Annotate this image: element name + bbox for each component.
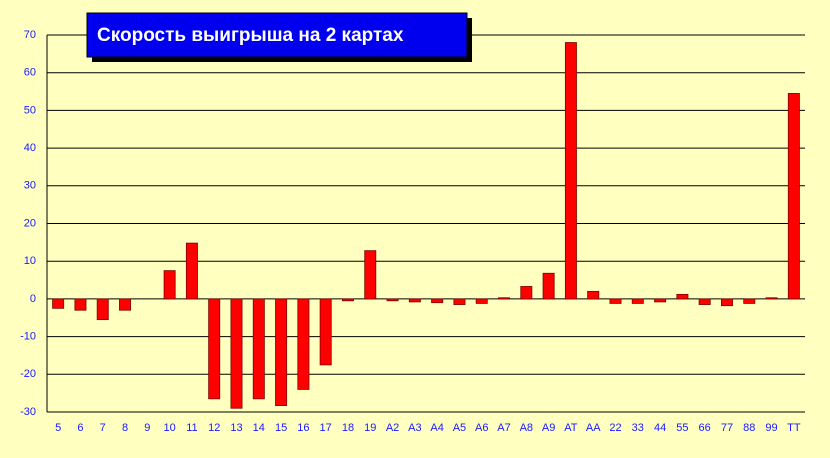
y-tick-label: -10 — [20, 331, 36, 343]
x-tick-label: 6 — [77, 422, 83, 434]
x-tick-label: 77 — [721, 422, 733, 434]
x-tick-label: 66 — [699, 422, 711, 434]
bar — [185, 242, 198, 300]
x-tick-label: A6 — [475, 422, 488, 434]
x-tick-label: 12 — [208, 422, 220, 434]
x-tick-label: A2 — [386, 422, 399, 434]
y-tick-label: 30 — [24, 180, 36, 192]
bar — [698, 298, 711, 305]
bar — [498, 297, 511, 300]
x-tick-label: AT — [564, 422, 578, 434]
x-tick-label: 14 — [253, 422, 265, 434]
x-tick-label: A5 — [453, 422, 466, 434]
y-tick-label: 10 — [24, 255, 36, 267]
bar — [743, 298, 756, 304]
bar — [297, 298, 310, 390]
x-tick-label: 22 — [609, 422, 621, 434]
bar — [208, 298, 221, 400]
bar — [787, 93, 800, 300]
bar — [609, 298, 622, 304]
bar — [275, 298, 288, 406]
y-tick-label: 40 — [24, 142, 36, 154]
bar — [765, 297, 778, 300]
title-box — [86, 12, 468, 58]
bar — [676, 293, 689, 300]
bar — [119, 298, 132, 311]
bar — [631, 298, 644, 304]
x-tick-label: 15 — [275, 422, 287, 434]
bar — [587, 290, 600, 300]
bar — [386, 298, 399, 302]
x-tick-label: 18 — [342, 422, 354, 434]
y-tick-label: 60 — [24, 67, 36, 79]
bar — [564, 42, 577, 300]
bar — [252, 298, 265, 400]
y-tick-label: 20 — [24, 217, 36, 229]
bar — [341, 298, 354, 302]
y-tick-label: 50 — [24, 104, 36, 116]
y-tick-label: 0 — [30, 293, 36, 305]
x-tick-label: 55 — [676, 422, 688, 434]
bar — [720, 298, 733, 307]
bar — [52, 298, 65, 309]
x-tick-label: 13 — [230, 422, 242, 434]
x-tick-label: 9 — [144, 422, 150, 434]
x-tick-label: TT — [787, 422, 801, 434]
bar — [230, 298, 243, 409]
x-tick-label: 16 — [297, 422, 309, 434]
x-tick-label: A9 — [542, 422, 555, 434]
x-tick-label: 17 — [320, 422, 332, 434]
plot-area: -30 -20 -10 0 10 20 30 40 50 60 70 5 6 7 8 9 10 11 12 13 14 1… — [20, 29, 805, 434]
bar — [319, 298, 332, 366]
chart-title: Скорость выигрыша на 2 картах — [97, 25, 404, 46]
bar — [96, 298, 109, 321]
bar — [654, 298, 667, 303]
x-tick-label: 33 — [632, 422, 644, 434]
x-tick-label: 44 — [654, 422, 666, 434]
x-tick-label: 11 — [186, 422, 197, 434]
x-tick-label: A4 — [430, 422, 443, 434]
x-tick-label: 8 — [122, 422, 128, 434]
bar — [520, 286, 533, 300]
x-tick-label: 5 — [55, 422, 61, 434]
x-tick-label: 7 — [100, 422, 106, 434]
bar — [542, 272, 555, 300]
bar — [163, 270, 176, 300]
y-tick-label: 70 — [24, 29, 36, 41]
x-tick-label: AA — [586, 422, 601, 434]
bar — [74, 298, 87, 311]
x-tick-label: 10 — [163, 422, 175, 434]
bar — [453, 298, 466, 305]
y-tick-label: -20 — [20, 368, 36, 380]
x-tick-label: A8 — [520, 422, 533, 434]
x-tick-label: A3 — [408, 422, 421, 434]
x-tick-label: 88 — [743, 422, 755, 434]
bar — [364, 250, 377, 300]
bar — [431, 298, 444, 304]
x-tick-label: A7 — [497, 422, 510, 434]
x-tick-label: 19 — [364, 422, 376, 434]
bar — [408, 298, 421, 303]
y-tick-label: -30 — [20, 406, 36, 418]
bar — [475, 298, 488, 304]
x-tick-label: 99 — [765, 422, 777, 434]
